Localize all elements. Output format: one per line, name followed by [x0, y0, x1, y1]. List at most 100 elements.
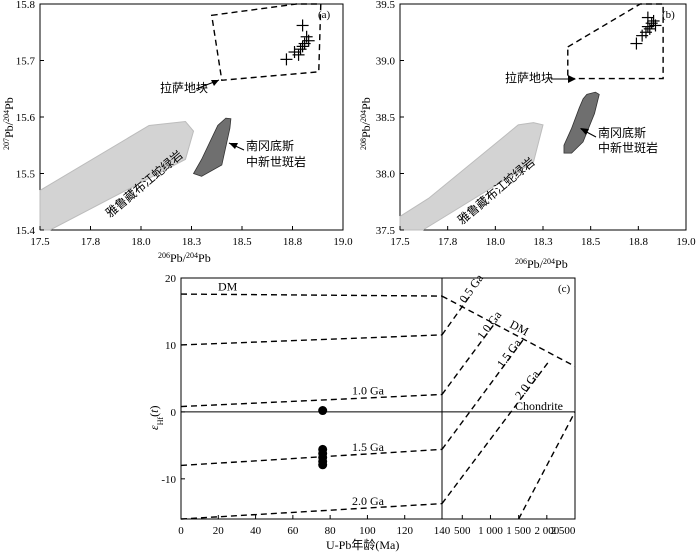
b-xtick-label-3: 18.3: [533, 236, 553, 248]
b-xtick-label-1: 17.8: [438, 236, 458, 248]
b-yarlung-field: [399, 122, 544, 231]
panel-b-lhasa-label: 拉萨地块: [505, 70, 553, 85]
panel-b-ylabel: 208Pb/204Pb: [359, 97, 374, 150]
a-xtick-label-3: 18.3: [182, 236, 202, 248]
c-right-line-label-4: 2.0 Ga: [512, 367, 543, 402]
panel-c-xlabel: U-Pb年龄(Ma): [326, 538, 399, 552]
a-ytick-label-4: 15.8: [16, 0, 36, 11]
a-porphyry-field: [192, 117, 232, 177]
c-right-line-0: [441, 295, 576, 367]
b-point-4: [643, 22, 656, 35]
b-xtick-label-4: 18.5: [581, 236, 601, 248]
c-ytick-label-1: 0: [171, 407, 177, 419]
b-xtick-label-6: 19.0: [676, 236, 696, 248]
c-left-xtick-label-5: 100: [359, 525, 376, 537]
c-left-line-0: [180, 293, 443, 297]
c-point-5: [318, 460, 328, 470]
c-left-line-1: [180, 334, 443, 346]
panel-a-lhasa-arrowhead: [211, 80, 219, 86]
a-point-2: [292, 48, 305, 61]
c-ytick-label-2: 10: [165, 340, 177, 352]
panel-c-chondrite-label: Chondrite: [515, 399, 563, 413]
panel-b-porphyry-label-2: 中新世斑岩: [598, 140, 658, 155]
c-left-xtick-label-6: 120: [396, 525, 413, 537]
c-left-xtick-label-7: 140: [434, 525, 451, 537]
panel-a: 17.5 17.8 18.0 18.3 18.5 18.8 19.0 15.4 15.5 15.…: [2, 0, 354, 265]
panel-a-label: (a): [318, 9, 331, 21]
b-ytick-label-3: 39.0: [376, 56, 396, 68]
a-point-0: [280, 53, 293, 66]
a-point-4: [296, 40, 309, 53]
panel-c-label: (c): [558, 283, 571, 295]
panel-c-ylabel: εHf(t): [147, 405, 165, 430]
c-right-line-label-2: 1.0 Ga: [474, 308, 505, 343]
a-xtick-label-1: 17.8: [81, 236, 101, 248]
c-left-xtick-label-4: 80: [325, 525, 337, 537]
a-xtick-label-2: 18.0: [131, 236, 151, 248]
panel-a-porphyry-label-2: 中新世斑岩: [246, 154, 306, 169]
c-left-xtick-label-3: 60: [287, 525, 299, 537]
b-xtick-label-0: 17.5: [390, 236, 410, 248]
b-ytick-label-4: 39.5: [376, 0, 396, 11]
a-xtick-label-0: 17.5: [30, 236, 50, 248]
panel-c-frame: [180, 277, 576, 520]
panel-b-lhasa-arrowhead: [568, 75, 576, 83]
a-xtick-label-4: 18.5: [232, 236, 252, 248]
a-xtick-label-5: 18.8: [283, 236, 303, 248]
c-right-line-3: [441, 337, 525, 450]
c-right-line-label-3: 1.5 Ga: [494, 336, 525, 371]
b-xtick-label-5: 18.8: [629, 236, 649, 248]
a-ytick-label-2: 15.6: [16, 112, 36, 124]
c-right-line-5: [518, 411, 576, 520]
panel-b-xlabel: 206Pb/204Pb: [515, 257, 568, 272]
c-left-xtick-label-1: 20: [213, 525, 225, 537]
panel-a-lhasa-label: 拉萨地块: [160, 80, 208, 95]
c-right-xtick-label-1: 1 000: [478, 525, 503, 537]
a-lhasa-field: [210, 3, 322, 82]
panel-b-porphyry-arrowhead: [580, 128, 589, 135]
panel-a-ylabel: 207Pb/204Pb: [2, 97, 17, 150]
a-xtick-label-6: 19.0: [333, 236, 353, 248]
b-ytick-label-1: 38.0: [376, 169, 396, 181]
b-lhasa-field: [567, 3, 664, 80]
a-ytick-label-1: 15.5: [16, 169, 36, 181]
c-right-line-label-1: 0.5 Ga: [456, 271, 486, 306]
c-ytick-label-3: 20: [165, 273, 177, 285]
c-right-line-label-0: DM: [507, 317, 531, 339]
c-left-line-label-0: DM: [218, 279, 238, 293]
a-point-7: [296, 19, 309, 32]
panel-b: 17.5 17.8 18.0 18.3 18.5 18.8 19.0 37.5 38.0 38.…: [359, 0, 697, 271]
panel-b-porphyry-label-1: 南冈底斯: [598, 125, 646, 140]
c-right-xtick-label-0: 500: [454, 525, 471, 537]
panel-a-porphyry-label-1: 南冈底斯: [246, 138, 294, 153]
b-ytick-label-0: 37.5: [376, 225, 396, 237]
c-ytick-label-0: -10: [161, 474, 176, 486]
b-ytick-label-2: 38.5: [376, 112, 396, 124]
a-point-8: [302, 34, 315, 47]
c-right-line-1: [441, 294, 472, 336]
c-left-line-4: [180, 502, 443, 520]
c-left-line-3: [180, 448, 443, 467]
b-point-8: [649, 19, 662, 32]
c-right-xtick-label-4: 2 500: [551, 525, 576, 537]
c-right-line-4: [441, 359, 551, 505]
b-point-7: [641, 11, 654, 24]
a-ytick-label-0: 15.4: [16, 225, 36, 237]
c-right-xtick-label-2: 1 500: [506, 525, 531, 537]
c-right-line-2: [441, 321, 497, 395]
c-left-line-label-3: 1.5 Ga: [352, 440, 385, 454]
panel-a-porphyry-arrowhead: [229, 143, 238, 149]
c-left-line-label-2: 1.0 Ga: [352, 384, 385, 398]
b-porphyry-field: [563, 91, 600, 154]
c-left-xtick-label-0: 0: [178, 525, 184, 537]
b-point-0: [630, 37, 643, 50]
panel-c: DM1.0 Ga1.5 Ga2.0 Ga DM0.5 Ga1.0 Ga1.5 G…: [147, 271, 576, 552]
a-ytick-label-3: 15.7: [16, 56, 36, 68]
b-xtick-label-2: 18.0: [486, 236, 506, 248]
c-right-xtick-label-3: 2 000: [534, 525, 559, 537]
panel-a-xlabel: 206Pb/204Pb: [158, 251, 211, 266]
c-left-line-2: [180, 393, 443, 408]
panel-b-label: (b): [662, 9, 675, 21]
c-left-line-label-4: 2.0 Ga: [352, 494, 385, 508]
